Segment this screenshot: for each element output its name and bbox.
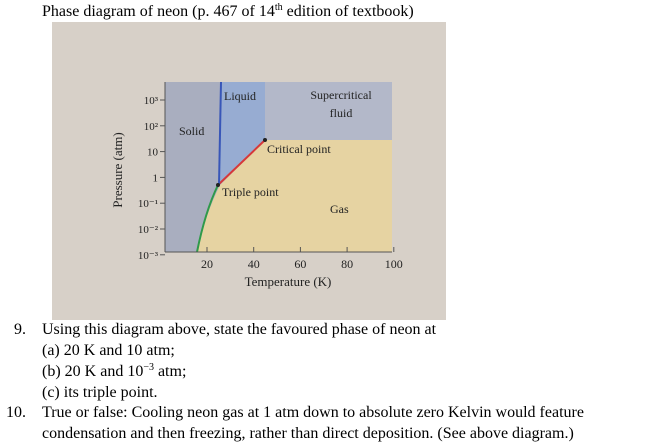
phase-diagram-photo: 10³ 10² 10 1 10⁻¹ 10⁻² 10⁻³ 20 40 60 80 100 Pressu… [52,22,446,320]
x-ticks: 20 40 60 80 100 [201,247,403,271]
y-tick-label: 10⁻¹ [138,198,158,210]
question-number: 9. [14,321,26,338]
region-label: Gas [330,202,349,216]
point-label: Triple point [222,185,279,199]
triple-point [216,183,220,187]
question-part: (b) 20 K and 10−3 atm; [42,362,186,382]
region-label: Solid [179,124,204,138]
x-tick-label: 40 [248,257,260,271]
region-label: Liquid [224,89,256,103]
region-label: Supercritical [310,88,372,102]
title-text: edition of textbook) [282,3,414,20]
x-tick-label: 80 [341,257,353,271]
part-text: (b) 20 K and 10 [42,363,144,380]
part-sup: −3 [143,362,154,373]
fusion-curve [218,81,222,186]
x-tick-label: 60 [294,257,306,271]
y-tick-label: 10² [144,121,159,133]
y-tick-label: 10³ [144,95,159,107]
y-ticks: 10³ 10² 10 1 10⁻¹ 10⁻² 10⁻³ [138,95,165,262]
y-tick-label: 10 [147,147,159,159]
question-text: True or false: Cooling neon gas at 1 atm… [42,404,584,421]
x-axis-label: Temperature (K) [245,274,332,289]
point-label: Critical point [267,142,331,156]
part-text: atm; [153,363,187,380]
y-axis-label: Pressure (atm) [110,132,125,207]
question-part: (c) its triple point. [42,384,158,401]
question-text: condensation and then freezing, rather t… [42,425,574,442]
x-tick-label: 20 [201,257,213,271]
question-number: 10. [6,404,26,421]
title-text: Phase diagram of neon (p. 467 of 14 [42,3,275,20]
vaporization-curve [217,139,266,186]
question-text: Using this diagram above, state the favo… [42,321,437,338]
title-sup: th [274,2,283,13]
sublimation-curve [196,184,219,253]
liquid-region [220,82,265,185]
solid-region [165,82,220,252]
x-tick-label: 100 [385,257,403,271]
y-tick-label: 1 [153,172,159,184]
y-tick-label: 10⁻² [138,224,159,236]
region-label: fluid [330,106,353,120]
question-part: (a) 20 K and 10 atm; [42,342,175,359]
supercritical-region [265,82,392,140]
y-tick-label: 10⁻³ [138,250,159,262]
title: Phase diagram of neon (p. 467 of 14th ed… [42,2,414,22]
critical-point [263,138,267,142]
